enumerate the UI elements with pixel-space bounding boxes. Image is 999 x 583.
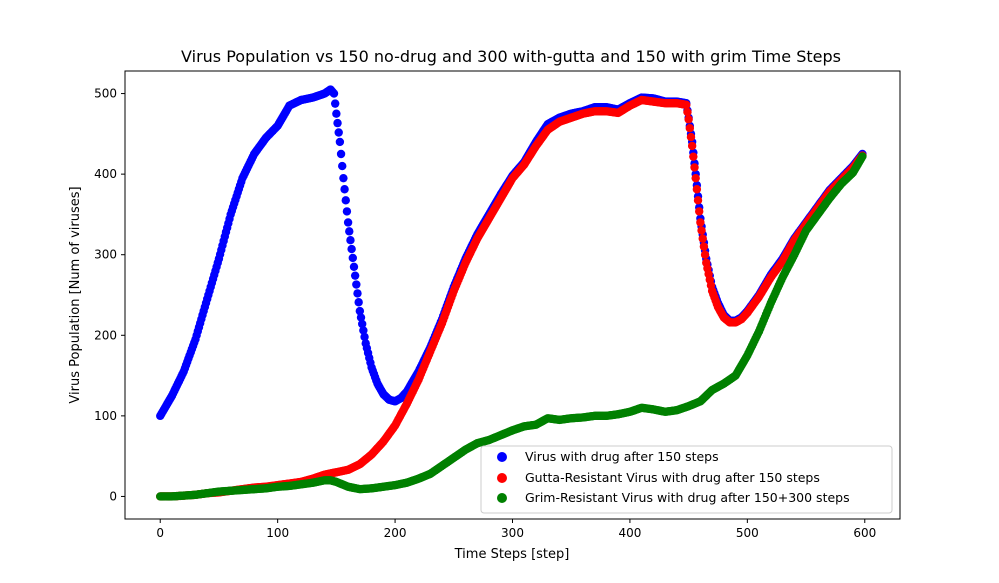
data-point	[689, 152, 698, 161]
data-point	[346, 236, 355, 245]
data-point	[329, 89, 339, 98]
x-tick-label: 200	[384, 526, 407, 540]
data-point	[340, 185, 349, 194]
data-point	[699, 242, 709, 251]
data-point	[341, 196, 350, 205]
legend-box	[480, 445, 893, 514]
chart-title: Virus Population vs 150 no-drug and 300 …	[181, 47, 841, 66]
legend-entry: Grim-Resistant Virus with drug after 150…	[497, 490, 850, 505]
data-point	[685, 124, 695, 133]
data-point	[358, 319, 367, 329]
data-point	[683, 107, 692, 117]
legend-label-grim: Grim-Resistant Virus with drug after 150…	[525, 490, 850, 505]
data-point	[345, 227, 354, 236]
data-point	[693, 196, 703, 205]
data-point	[684, 115, 693, 124]
x-tick-label: 600	[853, 526, 876, 540]
legend-label-virus: Virus with drug after 150 steps	[525, 449, 719, 464]
series-layer	[156, 85, 867, 501]
legend: Virus with drug after 150 steps Gutta-Re…	[480, 445, 893, 514]
data-point	[349, 262, 359, 271]
x-tick-label: 400	[618, 526, 641, 540]
data-point	[335, 137, 345, 147]
data-point	[695, 207, 704, 216]
data-point	[334, 128, 343, 137]
data-point	[697, 226, 706, 235]
data-point	[348, 253, 357, 263]
data-point	[690, 163, 699, 172]
data-point	[342, 207, 352, 216]
data-point	[682, 100, 691, 110]
legend-marker-gutta	[497, 473, 507, 483]
legend-entry: Gutta-Resistant Virus with drug after 15…	[497, 470, 820, 485]
data-point	[350, 271, 360, 280]
y-tick-label: 200	[94, 328, 117, 342]
data-point	[330, 99, 340, 108]
data-point	[352, 280, 361, 289]
x-tick-label: 0	[156, 526, 164, 540]
data-point	[698, 234, 707, 243]
data-point	[696, 218, 705, 227]
legend-marker-virus	[497, 452, 507, 462]
y-tick-label: 100	[94, 409, 117, 423]
legend-entry: Virus with drug after 150 steps	[497, 449, 719, 464]
data-point	[339, 173, 348, 183]
data-point	[356, 313, 366, 322]
data-point	[347, 244, 356, 254]
series-2	[156, 152, 867, 501]
data-point	[355, 306, 365, 316]
data-point	[353, 289, 362, 298]
y-tick-label: 300	[94, 248, 117, 262]
x-axis-label: Time Steps [step]	[454, 547, 570, 562]
y-axis-label: Virus Population [Num of viruses]	[68, 186, 83, 403]
data-point	[354, 298, 363, 307]
data-point	[692, 185, 702, 194]
data-point	[700, 250, 710, 259]
data-point	[687, 141, 697, 151]
legend-label-gutta: Gutta-Resistant Virus with drug after 15…	[525, 470, 820, 485]
data-point	[338, 161, 347, 171]
data-point	[333, 118, 342, 128]
data-point	[343, 218, 353, 227]
x-tick-label: 500	[736, 526, 759, 540]
y-axis-ticks: 0 100 200 300 400 500	[94, 87, 125, 503]
y-tick-label: 400	[94, 167, 117, 181]
data-point	[360, 332, 369, 342]
plot-area: 0 100 200 300 400 500 600 0 100 200 300 400 500	[94, 70, 901, 540]
x-tick-label: 100	[266, 526, 289, 540]
data-point	[686, 132, 696, 142]
data-point	[691, 173, 700, 183]
data-point	[332, 109, 341, 118]
y-tick-label: 500	[94, 87, 117, 101]
y-tick-label: 0	[109, 489, 117, 503]
data-point	[336, 149, 346, 159]
x-tick-label: 300	[501, 526, 524, 540]
x-axis-ticks: 0 100 200 300 400 500 600	[156, 519, 876, 540]
data-point	[858, 152, 867, 161]
data-point	[359, 326, 368, 335]
legend-marker-grim	[497, 493, 507, 503]
